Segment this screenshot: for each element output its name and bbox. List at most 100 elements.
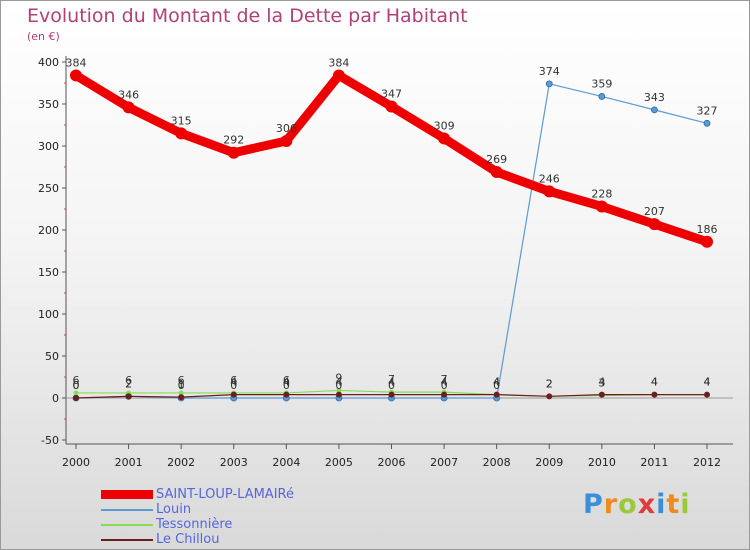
data-label: 359 (591, 77, 612, 90)
data-label: 0 (73, 379, 80, 392)
data-point (598, 391, 605, 398)
data-label: 2 (125, 377, 132, 390)
data-point (178, 390, 184, 396)
x-tick-label: 2003 (220, 456, 248, 469)
data-point (178, 394, 185, 401)
data-label: 0 (493, 379, 500, 392)
data-point (545, 80, 553, 88)
data-label: 0 (335, 379, 342, 392)
data-point (230, 391, 237, 398)
data-label: 4 (704, 376, 711, 389)
data-label: 269 (486, 153, 507, 166)
legend-label: Louin (156, 502, 192, 517)
data-point (704, 391, 710, 398)
data-label: 6 (178, 374, 185, 387)
data-label: 4 (230, 376, 237, 389)
x-tick-label: 2009 (535, 456, 563, 469)
y-tick-label: 0 (52, 392, 59, 405)
data-label: 6 (125, 374, 132, 387)
data-point (546, 393, 553, 400)
data-point (283, 391, 290, 398)
legend-label: Tessonnière (156, 517, 233, 532)
data-label: 4 (493, 376, 500, 389)
y-tick-label: 300 (38, 140, 59, 153)
x-tick-label: 2000 (62, 456, 90, 469)
data-label: 292 (223, 134, 244, 147)
data-point (701, 235, 713, 248)
data-point (125, 393, 132, 400)
data-label: 4 (651, 376, 658, 389)
legend-label: Le Chillou (156, 532, 220, 547)
data-label: 0 (73, 379, 80, 392)
chart-title: Evolution du Montant de la Dette par Hab… (27, 5, 468, 27)
data-labels: 3843463152923063843473092692462282071860… (66, 56, 718, 392)
data-point (70, 69, 82, 82)
x-tick-label: 2010 (588, 456, 616, 469)
data-point (648, 218, 661, 231)
data-point (280, 134, 293, 147)
data-label: 4 (441, 376, 448, 389)
data-label: 6 (73, 374, 80, 387)
data-point (651, 106, 658, 114)
chart-subtitle: (en €) (27, 30, 60, 43)
y-tick-label: 100 (38, 308, 59, 321)
data-label: 4 (493, 376, 500, 389)
y-tick-label: 350 (38, 98, 59, 111)
data-point (227, 146, 240, 159)
data-point (335, 391, 342, 398)
x-tick-label: 2005 (325, 456, 353, 469)
data-point (651, 391, 658, 398)
data-point (122, 101, 135, 114)
data-label: 0 (441, 379, 448, 392)
y-tick-label: 150 (38, 266, 59, 279)
data-point (441, 391, 448, 398)
data-label: 7 (441, 373, 448, 386)
x-tick-label: 2011 (640, 456, 668, 469)
y-tick-label: 250 (38, 182, 59, 195)
data-label: 1 (178, 378, 185, 391)
x-tick-label: 2007 (430, 456, 458, 469)
x-tick-label: 2012 (693, 456, 721, 469)
data-point (703, 119, 711, 127)
data-label: 0 (178, 379, 185, 392)
data-label: 3 (598, 376, 605, 389)
y-tick-label: 50 (45, 350, 59, 363)
x-tick-label: 2006 (378, 456, 406, 469)
data-label: 306 (276, 122, 297, 135)
data-label: 9 (335, 371, 342, 384)
data-label: 7 (388, 373, 395, 386)
data-label: 4 (335, 376, 342, 389)
data-label: 6 (283, 374, 290, 387)
y-tick-label: -50 (41, 434, 59, 447)
data-label: 2 (546, 377, 553, 390)
data-point (595, 200, 608, 213)
legend-swatch (101, 523, 153, 526)
data-label: 343 (644, 91, 665, 104)
data-label: 4 (283, 376, 290, 389)
legend-label: SAINT-LOUP-LAMAIRé (156, 487, 294, 502)
data-point (73, 390, 79, 396)
data-label: 4 (651, 376, 658, 389)
proxiti-logo: Proxiti (583, 489, 691, 520)
data-label: 0 (388, 379, 395, 392)
data-label: 0 (283, 379, 290, 392)
data-point (598, 93, 606, 100)
legend-swatch (101, 508, 153, 511)
data-label: 4 (704, 376, 711, 389)
data-label: 315 (171, 114, 192, 127)
data-label: 347 (381, 88, 402, 101)
y-tick-label: 200 (38, 224, 59, 237)
legend-item: Louin (101, 502, 191, 517)
legend-item: Tessonnière (101, 517, 232, 532)
data-point (438, 132, 451, 145)
data-point (543, 185, 556, 198)
data-point (175, 127, 188, 140)
data-label: 2 (546, 377, 553, 390)
data-label: 186 (697, 223, 718, 236)
data-point (388, 391, 395, 398)
data-label: 346 (118, 88, 139, 101)
y-tick-label: 400 (38, 56, 59, 69)
data-point (493, 391, 500, 398)
data-point (490, 166, 503, 179)
